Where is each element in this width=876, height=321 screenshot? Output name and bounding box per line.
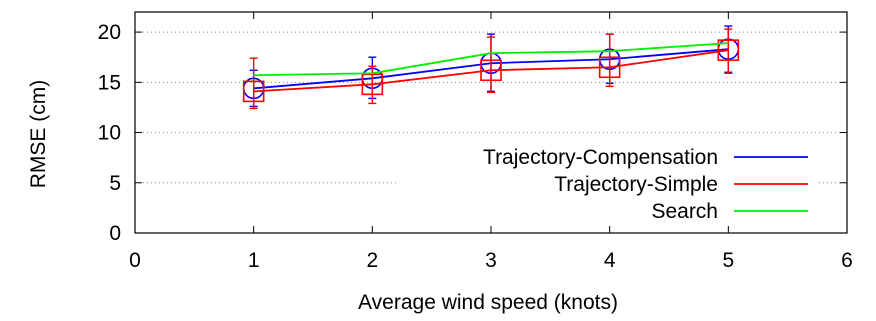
legend-label: Trajectory-Compensation <box>483 146 718 169</box>
series-line <box>253 42 729 77</box>
x-tick-label: 0 <box>129 249 141 272</box>
legend: Trajectory-Compensation Trajectory-Simple… <box>398 145 818 234</box>
x-axis-label: Average wind speed (knots) <box>358 291 618 314</box>
y-axis-label: RMSE (cm) <box>27 80 50 189</box>
y-tick-label: 0 <box>109 222 121 245</box>
series <box>253 42 729 77</box>
series-layer <box>242 25 740 110</box>
series <box>242 28 740 110</box>
y-tick-label: 10 <box>98 122 121 145</box>
x-tick-label: 5 <box>722 249 734 272</box>
data-point <box>242 80 265 103</box>
data-point <box>717 39 740 61</box>
data-point <box>598 56 621 79</box>
x-tick-label: 4 <box>604 249 616 272</box>
series-line <box>253 49 729 93</box>
legend-background <box>398 145 818 234</box>
x-tick-label: 3 <box>485 249 497 272</box>
y-tick-label: 15 <box>98 71 121 94</box>
x-tick-label: 2 <box>366 249 378 272</box>
y-tick-label: 20 <box>98 21 121 44</box>
x-tick-label: 1 <box>248 249 260 272</box>
y-tick-label: 5 <box>109 172 121 195</box>
data-point <box>361 73 384 96</box>
axes-layer: 0 1 2 3 4 5 6 0 5 10 15 20 <box>98 11 853 272</box>
x-tick-label: 6 <box>841 249 853 272</box>
data-point <box>480 59 502 82</box>
legend-label: Trajectory-Simple <box>554 173 718 196</box>
legend-label: Search <box>651 200 718 223</box>
